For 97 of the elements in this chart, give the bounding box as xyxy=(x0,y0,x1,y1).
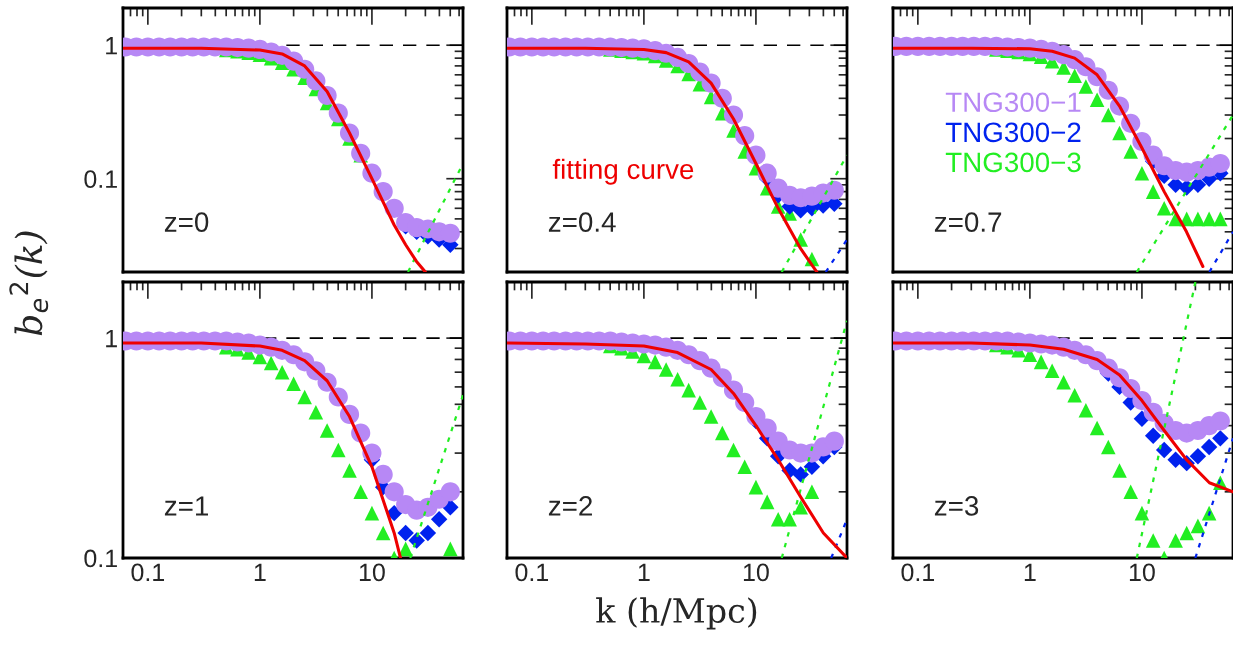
point xyxy=(430,511,448,528)
point xyxy=(670,371,685,387)
point xyxy=(1078,79,1094,94)
y-tick-label: 0.1 xyxy=(84,170,117,188)
point xyxy=(331,442,346,458)
point xyxy=(1168,533,1183,548)
annotation: z=3 xyxy=(934,496,979,516)
point xyxy=(1210,411,1230,431)
point xyxy=(1101,107,1116,123)
annotation: z=0.4 xyxy=(548,212,616,232)
x-tick-label: 0.1 xyxy=(901,563,935,582)
point xyxy=(1167,451,1184,468)
point xyxy=(384,482,404,502)
point xyxy=(440,223,460,243)
point xyxy=(681,382,696,398)
point xyxy=(793,500,808,515)
point xyxy=(1190,518,1206,534)
point xyxy=(1145,184,1161,199)
point xyxy=(274,364,290,380)
x-tick-label: 1 xyxy=(1024,563,1036,581)
point xyxy=(703,409,719,424)
point xyxy=(1089,92,1105,108)
x-tick-label: 10 xyxy=(359,563,385,582)
point xyxy=(1213,211,1228,227)
point xyxy=(364,505,380,521)
point xyxy=(319,423,335,438)
point xyxy=(824,180,844,200)
series-label: TNG300−3 xyxy=(945,152,1081,173)
point xyxy=(1089,420,1105,436)
point xyxy=(1156,201,1172,216)
point xyxy=(759,494,775,510)
point xyxy=(726,442,741,458)
point xyxy=(1155,441,1173,459)
point xyxy=(353,484,368,500)
point xyxy=(1112,463,1127,478)
point xyxy=(1044,363,1060,379)
annotation: z=0.7 xyxy=(934,212,1002,232)
point xyxy=(1190,211,1206,227)
point xyxy=(1189,448,1207,465)
x-tick-label: 10 xyxy=(743,563,769,582)
point xyxy=(1179,525,1194,541)
x-axis-title: k (h/Mpc) xyxy=(596,597,757,630)
point xyxy=(398,541,413,557)
point xyxy=(737,459,752,475)
point xyxy=(748,479,764,495)
point xyxy=(1134,165,1150,181)
series-label: TNG300−1 xyxy=(945,92,1081,113)
y-tick-label: 1 xyxy=(106,37,117,55)
point xyxy=(824,431,844,451)
point xyxy=(1056,374,1071,390)
x-tick-label: 10 xyxy=(1129,563,1155,582)
x-tick-label: 1 xyxy=(254,563,266,581)
point xyxy=(419,524,437,542)
point xyxy=(1033,354,1049,370)
point xyxy=(804,484,820,500)
point xyxy=(373,464,393,484)
x-tick-label: 0.1 xyxy=(131,563,165,582)
point xyxy=(443,541,458,557)
point xyxy=(1145,533,1161,548)
point xyxy=(1144,427,1162,444)
point xyxy=(770,512,786,527)
point xyxy=(1067,68,1082,84)
point xyxy=(1134,505,1150,521)
point xyxy=(440,482,460,502)
point xyxy=(1200,438,1218,456)
y-tick-label: 1 xyxy=(106,329,117,348)
point xyxy=(647,354,663,370)
point xyxy=(1210,153,1230,174)
point xyxy=(308,404,324,420)
point xyxy=(1112,125,1127,141)
point xyxy=(1078,402,1094,418)
annotation: z=2 xyxy=(548,496,592,516)
point xyxy=(397,524,414,542)
series-label: fitting curve xyxy=(552,158,694,185)
point xyxy=(1101,439,1116,455)
point xyxy=(715,425,730,441)
point xyxy=(263,355,279,371)
point xyxy=(782,512,797,527)
point xyxy=(1123,484,1138,500)
y-tick-label: 0.1 xyxy=(84,549,117,568)
x-tick-label: 0.1 xyxy=(515,563,549,582)
point xyxy=(1067,387,1082,403)
point xyxy=(286,376,301,392)
x-tick-label: 1 xyxy=(638,563,650,581)
annotation: z=0 xyxy=(164,212,209,232)
point xyxy=(1201,211,1217,227)
point xyxy=(792,466,809,483)
point xyxy=(1123,144,1138,159)
text: TNG300−2 xyxy=(945,122,1081,143)
annotation: z=1 xyxy=(164,496,208,516)
point xyxy=(658,362,674,377)
point xyxy=(342,463,357,478)
point xyxy=(375,525,391,541)
point xyxy=(1212,430,1229,447)
point xyxy=(297,389,312,405)
point xyxy=(692,395,708,410)
y-axis-title: b$_{e}$$^{2}$(k) xyxy=(9,231,49,336)
